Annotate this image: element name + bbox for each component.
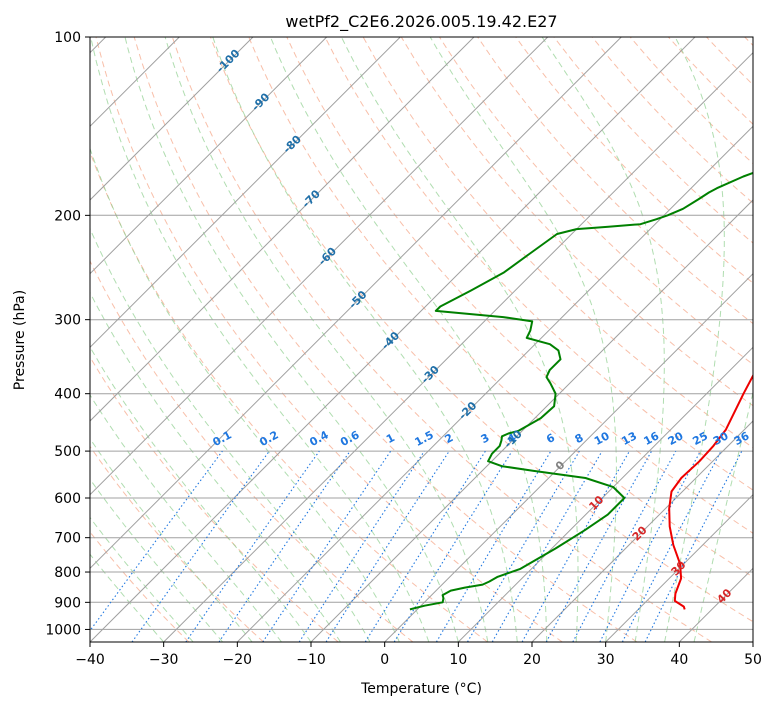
- mixing-ratio-label: 13: [619, 429, 639, 448]
- mixing-ratio-line: [572, 450, 677, 642]
- x-tick-label: 30: [597, 652, 615, 668]
- y-axis: 100 200 300 400 500 600 700 800 900 1000: [45, 30, 90, 638]
- dry-adiabat: [286, 37, 753, 534]
- x-axis-label: Temperature (°C): [360, 681, 482, 697]
- moist-adiabat: [90, 478, 223, 642]
- y-tick-label: 400: [54, 387, 81, 403]
- isotherm-line: [163, 51, 753, 642]
- dry-adiabat: [248, 37, 753, 578]
- y-tick-label: 200: [54, 208, 81, 224]
- dry-adiabat: [90, 259, 414, 642]
- mixing-ratio-line: [298, 450, 425, 642]
- x-tick-label: −20: [223, 652, 253, 668]
- y-tick-label: 1000: [45, 622, 81, 638]
- temperature-line: [668, 373, 753, 610]
- x-tick-label: −30: [149, 652, 179, 668]
- y-tick-label: 500: [54, 444, 81, 460]
- moist-adiabat: [90, 437, 253, 642]
- isotherm-line: [90, 37, 696, 642]
- y-tick-label: 300: [54, 313, 81, 329]
- mixing-ratio-line: [325, 450, 450, 642]
- moist-adiabat: [90, 147, 400, 642]
- isotherm-line: [310, 199, 753, 642]
- moist-adiabat: [429, 37, 617, 642]
- moist-adiabat: [270, 37, 548, 642]
- moist-adiabat: [90, 227, 371, 642]
- mixing-ratio-line: [644, 450, 743, 642]
- plot-frame: [89, 36, 754, 643]
- moist-adiabat: [664, 37, 725, 642]
- x-tick-label: 40: [670, 652, 688, 668]
- mixing-ratio-label: 10: [592, 429, 612, 448]
- mixing-ratio-line: [185, 450, 320, 642]
- moist-adiabat: [90, 553, 165, 642]
- mixing-ratio-line: [131, 450, 270, 642]
- isotherm-line: [531, 420, 753, 642]
- x-tick-label: 50: [744, 652, 762, 668]
- y-tick-label: 800: [54, 565, 81, 581]
- moist-adiabat: [693, 390, 753, 642]
- isotherm-line: [90, 37, 254, 201]
- dry-adiabat: [324, 37, 753, 491]
- y-tick-label: 900: [54, 595, 81, 611]
- mixing-ratio-line: [521, 450, 630, 642]
- x-tick-label: −10: [296, 652, 326, 668]
- moist-adiabat: [90, 516, 194, 642]
- mixing-ratio-line: [545, 450, 653, 642]
- mixing-ratio-label: 16: [642, 429, 662, 448]
- moist-adiabat: [541, 37, 665, 642]
- moist-adiabat: [90, 394, 282, 642]
- dry-adiabat: [210, 37, 753, 623]
- dewpoint-line: [409, 171, 753, 611]
- mixing-ratio-line: [393, 450, 513, 642]
- dry-adiabat: [90, 445, 264, 642]
- series-lines: [409, 171, 753, 611]
- isotherm-line: [90, 37, 475, 422]
- moist-adiabat: [90, 291, 341, 642]
- background-lines: [90, 37, 753, 642]
- y-tick-label: 100: [54, 30, 81, 46]
- isotherm-line: [384, 272, 753, 642]
- y-axis-label: Pressure (hPa): [12, 290, 28, 390]
- x-tick-label: 10: [449, 652, 467, 668]
- isotherm-line: [90, 37, 328, 275]
- isotherm-line: [605, 493, 753, 642]
- dry-adiabat: [515, 37, 753, 284]
- mixing-ratio-label: 36: [732, 429, 752, 448]
- dry-adiabat: [171, 37, 712, 642]
- mixing-ratio-line: [218, 450, 351, 642]
- dry-adiabat: [95, 37, 563, 642]
- isotherm-line: [90, 37, 549, 496]
- y-tick-label: 700: [54, 531, 81, 547]
- dry-adiabat: [90, 356, 339, 642]
- mixing-ratio-line: [90, 450, 223, 632]
- moist-adiabat: [164, 37, 489, 642]
- x-axis: −40 −30 −20 −10 0 10 20 30 40 50: [75, 642, 762, 668]
- moist-adiabat: [90, 37, 430, 642]
- isotherm-line: [236, 125, 753, 642]
- moist-adiabat: [212, 37, 518, 642]
- x-tick-label: 20: [523, 652, 541, 668]
- mixing-ratio-label: 25: [690, 429, 710, 448]
- moist-adiabat: [124, 37, 459, 642]
- isotherm-line: [90, 37, 622, 570]
- chart-title: wetPf2_C2E6.2026.005.19.42.E27: [285, 12, 557, 32]
- isotherm-line: [457, 346, 753, 642]
- y-tick-label: 600: [54, 491, 81, 507]
- x-tick-label: 0: [380, 652, 389, 668]
- moist-adiabat: [340, 37, 579, 642]
- mixing-ratio-label: 20: [666, 429, 686, 448]
- x-tick-label: −40: [75, 652, 105, 668]
- isotherm-line: [90, 37, 401, 349]
- mixing-ratio-line: [262, 450, 392, 642]
- mixing-ratio-label: 30: [711, 429, 731, 448]
